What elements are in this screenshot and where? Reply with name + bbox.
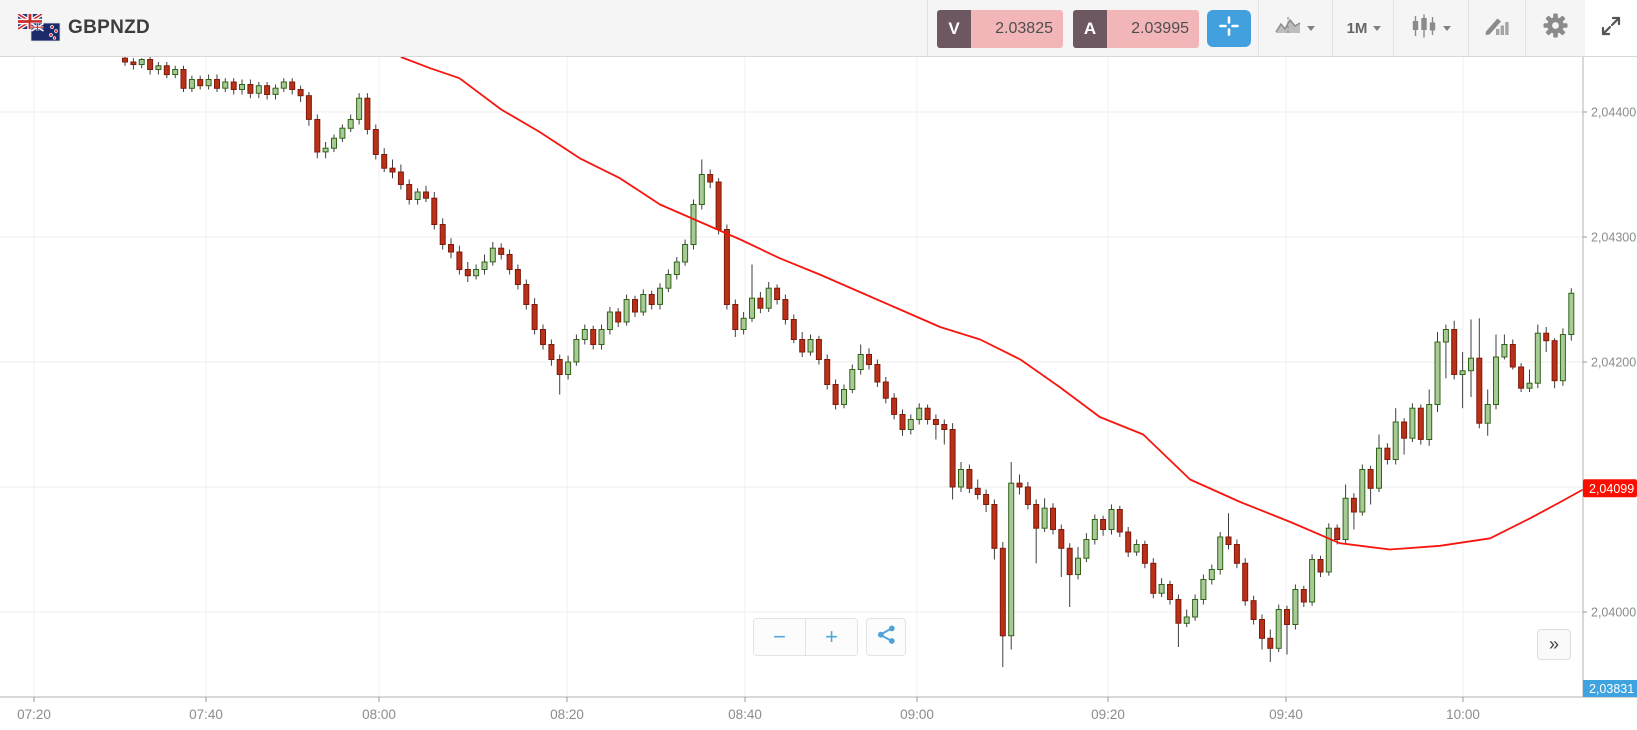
toolbar-separator	[1258, 0, 1259, 56]
nz-flag-icon	[30, 22, 61, 42]
time-tick-label: 10:00	[1446, 707, 1480, 722]
candles	[122, 57, 1575, 667]
zoom-out-button[interactable]: −	[754, 619, 805, 655]
price-tick-label: 2,04400	[1591, 106, 1636, 120]
candle-style-dropdown[interactable]	[1400, 0, 1462, 56]
timeframe-dropdown[interactable]: 1M	[1340, 0, 1388, 56]
toolbar-separator	[1468, 0, 1469, 56]
time-tick-label: 08:00	[362, 707, 396, 722]
gear-icon	[1542, 12, 1569, 44]
time-tick-label: 08:40	[728, 707, 762, 722]
ma-price-tag: 2,04099	[1583, 479, 1637, 498]
fullscreen-button[interactable]	[1585, 0, 1637, 56]
toolbar-separator	[1525, 0, 1526, 56]
price-tick-label: 2,04000	[1591, 606, 1636, 620]
toolbar-separator	[927, 0, 928, 56]
buy-label: A	[1073, 10, 1107, 48]
time-tick-label: 07:20	[17, 707, 51, 722]
chart-type-dropdown[interactable]	[1264, 0, 1326, 56]
chevron-down-icon	[1373, 25, 1382, 31]
time-tick-label: 09:00	[900, 707, 934, 722]
sell-price: 2.03825	[971, 10, 1063, 48]
buy-price: 2.03995	[1107, 10, 1199, 48]
toolbar-separator	[1393, 0, 1394, 56]
collapse-panel-button[interactable]: »	[1537, 629, 1571, 660]
area-chart-icon	[1275, 16, 1301, 40]
time-tick-label: 08:20	[550, 707, 584, 722]
zoom-controls: − +	[753, 618, 858, 656]
symbol-title: GBPNZD	[68, 17, 151, 38]
last-price-tag: 2,03831	[1583, 680, 1637, 697]
settings-button[interactable]	[1533, 0, 1577, 56]
sell-label: V	[937, 10, 971, 48]
time-tick-label: 09:20	[1091, 707, 1125, 722]
toolbar-separator	[1332, 0, 1333, 56]
timeframe-label: 1M	[1346, 19, 1368, 37]
buy-button[interactable]: A 2.03995	[1073, 10, 1199, 48]
sell-button[interactable]: V 2.03825	[937, 10, 1063, 48]
candlestick-icon	[1411, 14, 1437, 43]
time-tick-label: 07:40	[189, 707, 223, 722]
chart-header: GBPNZD V 2.03825 A 2.03995	[0, 0, 1637, 57]
price-tick-label: 2,04200	[1591, 356, 1636, 370]
share-icon	[876, 624, 897, 650]
price-chart-canvas[interactable]: 07:20 07:40 08:00 08:20 08:40 09:00 09:20 09:40…	[0, 57, 1637, 730]
expand-arrows-icon	[1600, 15, 1622, 42]
crosshair-button[interactable]	[1207, 10, 1251, 47]
chevron-down-icon	[1443, 25, 1451, 31]
drawing-tools-button[interactable]	[1475, 0, 1519, 56]
svg-text:2,04099: 2,04099	[1589, 482, 1634, 496]
pencil-bars-icon	[1485, 15, 1510, 42]
crosshair-icon	[1218, 15, 1240, 42]
time-tick-label: 09:40	[1269, 707, 1303, 722]
svg-text:2,03831: 2,03831	[1589, 682, 1634, 696]
price-tick-label: 2,04300	[1591, 231, 1636, 245]
divider	[805, 619, 806, 655]
zoom-in-button[interactable]: +	[806, 619, 857, 655]
ma-line	[400, 57, 1584, 551]
chart-background	[0, 57, 1637, 730]
gbpnzd-flags-icon	[16, 12, 62, 42]
chevron-down-icon	[1307, 25, 1315, 31]
share-button[interactable]	[866, 618, 906, 656]
